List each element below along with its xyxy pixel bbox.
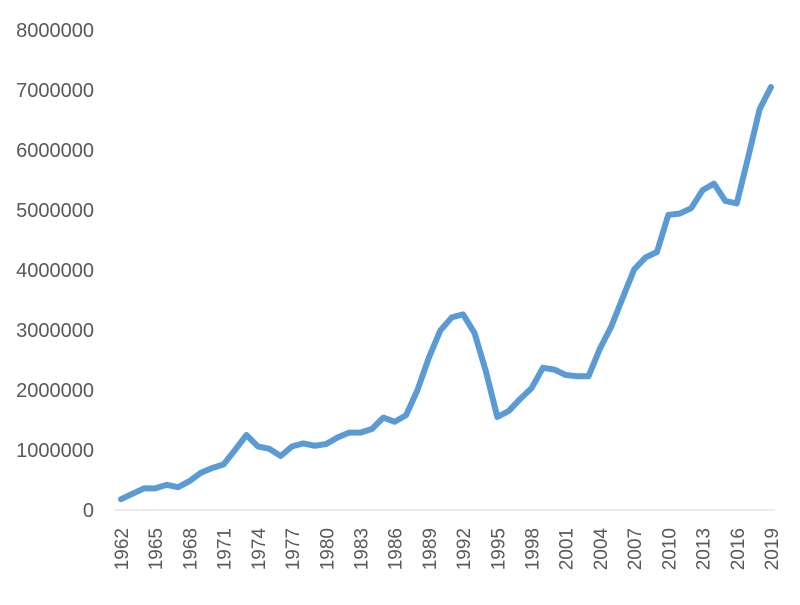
y-tick-label: 5000000 (16, 200, 94, 222)
x-axis-tick-labels: 1962 1965 1968 1971 1974 1977 1980 1983 1986 1989… (112, 528, 783, 571)
x-tick-label: 1971 (215, 528, 236, 570)
x-tick-label: 2001 (557, 528, 578, 570)
y-tick-label: 3000000 (16, 320, 94, 342)
x-tick-label: 1983 (351, 528, 372, 570)
x-tick-label: 1962 (112, 528, 133, 570)
y-tick-label: 6000000 (16, 140, 94, 162)
x-tick-label: 1974 (249, 528, 270, 571)
x-tick-label: 2007 (625, 528, 646, 570)
y-tick-label: 0 (83, 500, 94, 522)
y-tick-label: 7000000 (16, 80, 94, 102)
y-tick-label: 2000000 (16, 380, 94, 402)
x-tick-label: 1998 (523, 528, 544, 570)
y-tick-label: 4000000 (16, 260, 94, 282)
y-axis-tick-labels: 0 1000000 2000000 3000000 4000000 5000000 6000… (16, 20, 94, 522)
y-tick-label: 1000000 (16, 440, 94, 462)
x-tick-label: 1965 (146, 528, 167, 570)
y-tick-label: 8000000 (16, 20, 94, 42)
x-tick-label: 2019 (762, 528, 783, 570)
x-tick-label: 1989 (420, 528, 441, 570)
x-tick-label: 2016 (728, 528, 749, 570)
x-tick-label: 1980 (317, 528, 338, 570)
x-tick-label: 1968 (180, 528, 201, 570)
series-line (118, 84, 774, 503)
x-tick-label: 1992 (454, 528, 475, 570)
x-tick-label: 2010 (659, 528, 680, 570)
x-tick-label: 1977 (283, 528, 304, 570)
x-tick-label: 2004 (591, 528, 612, 571)
series-layer (118, 84, 774, 503)
x-tick-label: 1995 (488, 528, 509, 570)
x-tick-label: 2013 (694, 528, 715, 570)
x-tick-label: 1986 (386, 528, 407, 570)
